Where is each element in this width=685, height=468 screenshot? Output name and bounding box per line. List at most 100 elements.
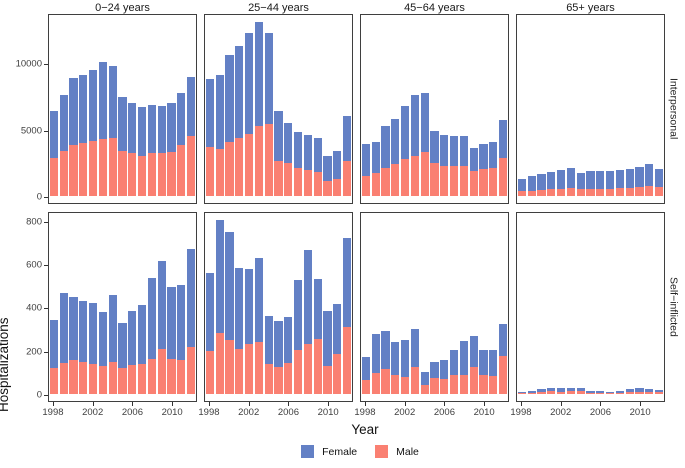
bar-male-2009 (313, 172, 322, 196)
bar-female-2005 (274, 321, 283, 367)
bar-male-2009 (313, 338, 322, 394)
bar-female-2003 (410, 95, 419, 157)
bar-male-2004 (108, 137, 117, 196)
bar-female-2011 (333, 304, 342, 354)
bar-male-1999 (371, 373, 380, 394)
y-axis-self-inflicted: 0 200 400 600 800 (14, 212, 48, 402)
panel-row-interpersonal: 0 5000 10000 Interpersonal (14, 14, 682, 204)
bar-male-2004 (108, 361, 117, 394)
bar-male-2010 (323, 365, 332, 394)
y-tick-mark (44, 130, 48, 132)
bar-male-2011 (333, 179, 342, 196)
x-tick-mark (132, 402, 134, 406)
bar-female-2009 (313, 279, 322, 339)
y-tick-mark (44, 64, 48, 66)
bar-female-2004 (264, 316, 273, 364)
y-tick-label: 800 (26, 216, 42, 228)
bar-male-2008 (459, 166, 468, 196)
bar-female-2001 (235, 268, 244, 349)
bar-female-2005 (586, 391, 595, 393)
legend-label-female: Female (322, 445, 358, 458)
x-axis-65plus: 1998 2002 2006 2010 (510, 402, 665, 420)
bar-female-2002 (557, 387, 566, 392)
x-tick-label: 2010 (161, 407, 183, 418)
y-tick-mark (44, 221, 48, 223)
bar-male-2002 (245, 134, 254, 196)
bar-female-2009 (157, 105, 166, 153)
bar-male-2007 (450, 165, 459, 196)
bar-female-2009 (625, 389, 634, 393)
bar-male-2002 (89, 140, 98, 196)
bar-female-2004 (264, 32, 273, 125)
facet-title-25-44: 25−44 years (248, 2, 309, 14)
bar-female-2010 (635, 387, 644, 392)
bar-female-2004 (420, 92, 429, 153)
x-tick-mark (404, 402, 406, 406)
bar-female-2002 (401, 339, 410, 377)
bar-female-2007 (606, 392, 615, 394)
bar-male-2008 (147, 152, 156, 196)
bar-female-2006 (440, 360, 449, 379)
bar-male-2012 (343, 160, 352, 196)
bar-male-2000 (381, 167, 390, 196)
bar-female-2003 (254, 257, 263, 342)
x-tick-label: 1998 (198, 407, 220, 418)
y-tick-mark (44, 351, 48, 353)
bar-female-2001 (79, 75, 88, 143)
bar-male-2001 (79, 142, 88, 196)
bar-female-2000 (537, 174, 546, 191)
bar-male-1998 (517, 191, 526, 196)
x-tick-mark (364, 402, 366, 406)
y-tick-label: 0 (36, 389, 42, 401)
bar-female-2010 (167, 103, 176, 153)
bar-female-2012 (187, 248, 196, 348)
bar-male-2006 (284, 162, 293, 196)
bar-male-2009 (157, 152, 166, 196)
bar-female-1998 (49, 111, 58, 158)
bar-female-1998 (49, 320, 58, 368)
bar-male-2003 (566, 391, 575, 394)
x-tick-mark (560, 402, 562, 406)
y-axis-title: Hospitalizations (0, 317, 11, 412)
y-tick-mark (44, 395, 48, 396)
bar-female-2006 (284, 123, 293, 163)
bar-female-2002 (89, 303, 98, 364)
bar-male-2011 (333, 353, 342, 394)
facet-title-0-24: 0−24 years (95, 2, 150, 14)
bar-male-2000 (537, 391, 546, 394)
bar-male-2012 (343, 326, 352, 394)
bar-female-2005 (118, 96, 127, 151)
bar-female-2000 (225, 231, 234, 340)
bar-female-2006 (128, 103, 137, 153)
bar-female-1999 (371, 141, 380, 174)
bar-male-1999 (59, 150, 68, 196)
y-tick-mark (44, 197, 48, 198)
bar-male-2008 (615, 188, 624, 196)
bar-male-2005 (274, 160, 283, 196)
panel-self-inflicted-25-44 (204, 212, 353, 402)
y-tick-label: 400 (26, 302, 42, 314)
x-tick-label: 1998 (42, 407, 64, 418)
bar-female-2001 (235, 46, 244, 139)
bar-female-2012 (343, 116, 352, 161)
bar-female-2001 (391, 342, 400, 375)
bar-female-2002 (245, 269, 254, 345)
bar-male-2004 (264, 363, 273, 394)
y-tick-label: 200 (26, 346, 42, 358)
bar-male-2011 (489, 168, 498, 196)
bar-male-2011 (645, 391, 654, 394)
bar-male-2003 (254, 342, 263, 394)
facet-title-65plus: 65+ years (566, 2, 615, 14)
bar-male-2007 (450, 374, 459, 394)
bar-female-2010 (323, 310, 332, 366)
x-tick-label: 2002 (82, 407, 104, 418)
bar-male-2003 (410, 156, 419, 196)
bar-female-2012 (655, 168, 664, 188)
bar-female-1998 (517, 178, 526, 192)
bar-female-2008 (615, 390, 624, 393)
bar-male-2006 (284, 362, 293, 394)
bar-male-2005 (430, 377, 439, 394)
bar-male-2008 (303, 170, 312, 196)
bar-female-2003 (254, 22, 263, 127)
x-tick-label: 2010 (317, 407, 339, 418)
